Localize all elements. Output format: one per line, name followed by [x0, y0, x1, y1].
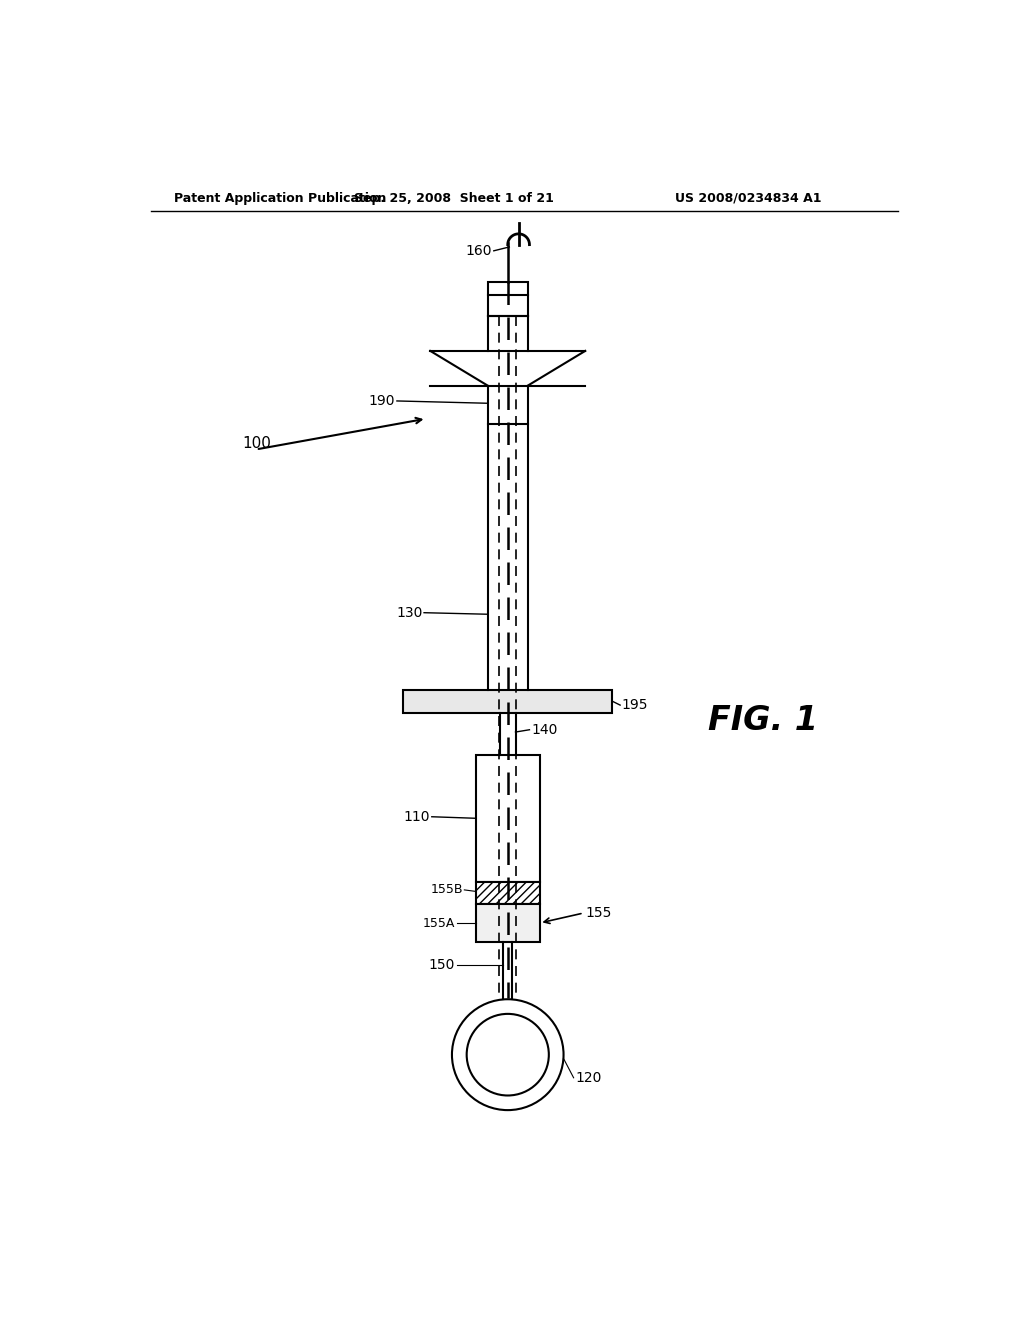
- Text: 160: 160: [466, 244, 493, 257]
- Bar: [476, 904, 540, 942]
- Text: 140: 140: [531, 723, 557, 737]
- Text: 195: 195: [622, 698, 648, 711]
- Text: 190: 190: [369, 393, 395, 408]
- Text: Patent Application Publication: Patent Application Publication: [174, 191, 387, 205]
- Bar: [487, 281, 528, 317]
- Bar: [403, 689, 612, 713]
- Text: 120: 120: [575, 1071, 601, 1085]
- Text: 130: 130: [396, 606, 423, 619]
- Text: Sep. 25, 2008  Sheet 1 of 21: Sep. 25, 2008 Sheet 1 of 21: [353, 191, 553, 205]
- Circle shape: [467, 1014, 549, 1096]
- Circle shape: [452, 999, 563, 1110]
- Text: 155: 155: [586, 906, 611, 920]
- Text: 155B: 155B: [430, 883, 463, 896]
- Text: 100: 100: [243, 436, 271, 451]
- Bar: [487, 385, 528, 424]
- Text: US 2008/0234834 A1: US 2008/0234834 A1: [675, 191, 821, 205]
- Text: 110: 110: [403, 809, 430, 824]
- Text: 150: 150: [429, 958, 455, 973]
- Text: FIG. 1: FIG. 1: [709, 704, 818, 737]
- Bar: [476, 882, 540, 904]
- Bar: [476, 755, 540, 882]
- Text: 155A: 155A: [423, 916, 455, 929]
